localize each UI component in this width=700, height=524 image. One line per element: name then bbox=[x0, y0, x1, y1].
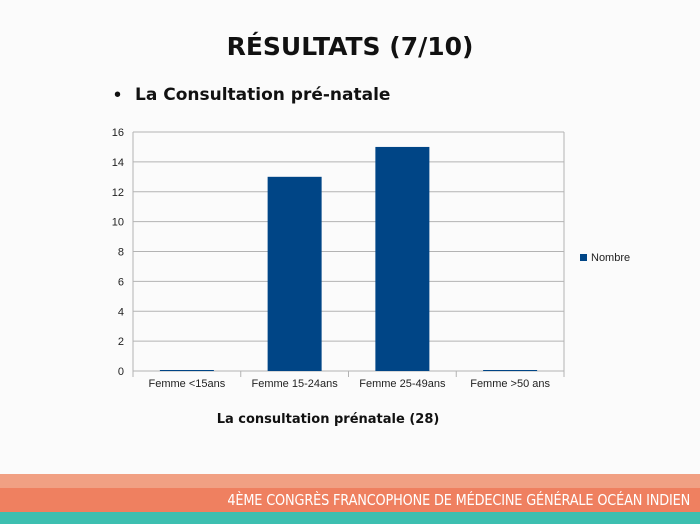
bar bbox=[375, 146, 430, 371]
chart-caption: La consultation prénatale (28) bbox=[216, 412, 440, 427]
x-tick-label: Femme >50 ans bbox=[470, 378, 550, 390]
footer-text: 4ÈME CONGRÈS FRANCOPHONE DE MÉDECINE GÉN… bbox=[227, 491, 690, 509]
bullet-text: La Consultation pré-natale bbox=[135, 85, 391, 105]
y-tick-label: 4 bbox=[118, 306, 124, 318]
y-tick-label: 6 bbox=[118, 276, 124, 288]
y-tick-label: 2 bbox=[118, 336, 124, 348]
x-tick-label: Femme <15ans bbox=[149, 378, 226, 390]
footer-band-light bbox=[0, 474, 700, 488]
y-tick-label: 14 bbox=[112, 157, 124, 169]
bullet-item: • La Consultation pré-natale bbox=[114, 85, 390, 105]
bar bbox=[267, 176, 322, 371]
y-tick-label: 8 bbox=[118, 247, 124, 259]
y-tick-label: 0 bbox=[118, 366, 124, 378]
bar bbox=[483, 370, 538, 371]
y-tick-label: 12 bbox=[112, 187, 124, 199]
bar-chart: 0 2 4 6 8 10 12 14 16 Femme <15ans Femme 15-24ans F… bbox=[112, 127, 630, 390]
x-tick-label: Femme 15-24ans bbox=[252, 378, 339, 390]
footer-band bbox=[0, 488, 700, 512]
slide-title: RÉSULTATS (7/10) bbox=[226, 32, 474, 61]
legend-label: Nombre bbox=[591, 252, 630, 264]
legend-swatch bbox=[580, 254, 587, 261]
x-tick-label: Femme 25-49ans bbox=[359, 378, 446, 390]
y-tick-label: 16 bbox=[112, 127, 124, 139]
bar bbox=[159, 370, 214, 371]
bullet-icon: • bbox=[114, 84, 122, 106]
y-tick-label: 10 bbox=[112, 217, 124, 229]
footer-band-teal bbox=[0, 512, 700, 524]
